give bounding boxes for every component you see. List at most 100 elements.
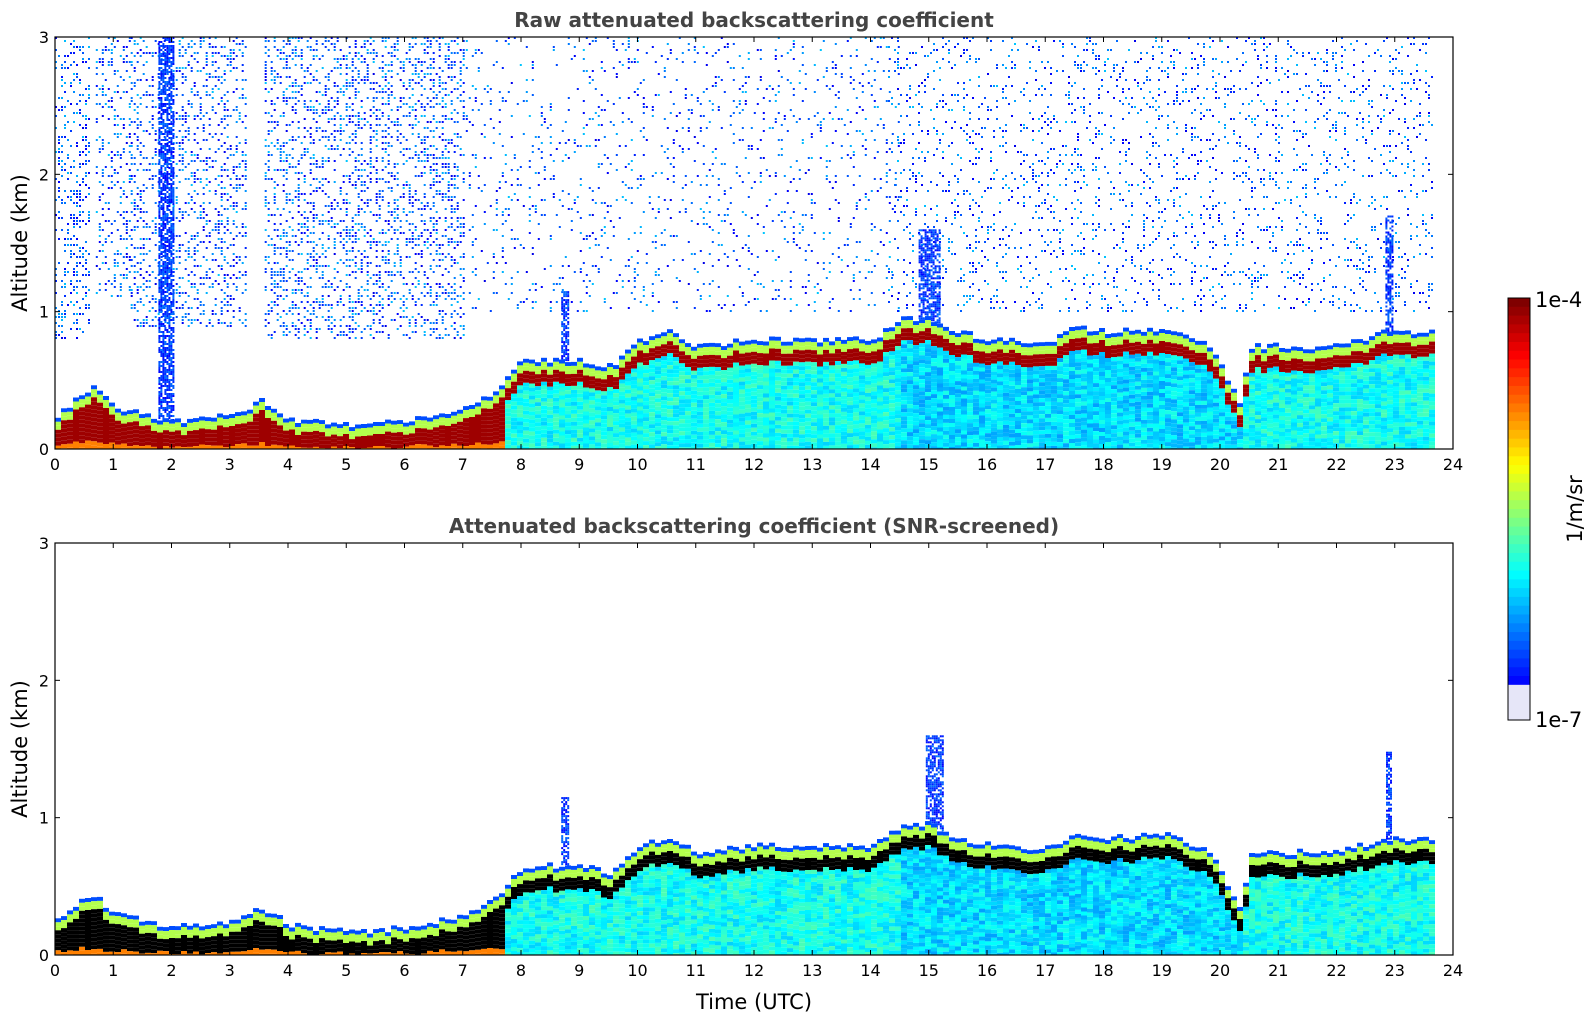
noise-cell-3944 bbox=[540, 151, 543, 153]
noise-cell-3057 bbox=[399, 274, 402, 276]
noise-cell-1764 bbox=[276, 295, 279, 297]
noise-cell-1989 bbox=[297, 289, 300, 291]
noise-cell-3675 bbox=[459, 67, 462, 69]
noise-cell-1628 bbox=[264, 112, 267, 114]
noise-cell-2354 bbox=[333, 319, 336, 321]
noise-cell-4840 bbox=[858, 298, 861, 300]
noise-cell-4575 bbox=[765, 250, 768, 252]
noise-cell-133 bbox=[70, 199, 72, 201]
noise-cell-4885 bbox=[873, 304, 876, 306]
noise-cell-4145 bbox=[615, 76, 618, 78]
noise-cell-2434 bbox=[342, 331, 345, 333]
noise-cell-3009 bbox=[396, 58, 399, 60]
noise-cell-2303 bbox=[330, 97, 333, 99]
noise-cell-2743 bbox=[369, 298, 372, 300]
noise-cell-3290 bbox=[423, 208, 426, 210]
noise-cell-2227 bbox=[321, 253, 324, 255]
noise-cell-2713 bbox=[369, 37, 372, 39]
noise-cell-3244 bbox=[420, 115, 423, 117]
noise-cell-3251 bbox=[420, 202, 423, 204]
noise-cell-3232 bbox=[417, 283, 420, 285]
noise-cell-2790 bbox=[375, 157, 378, 159]
noise-cell-2115 bbox=[309, 325, 312, 327]
noise-cell-3426 bbox=[435, 238, 438, 240]
noise-cell-321 bbox=[88, 304, 90, 306]
noise-cell-1645 bbox=[264, 271, 267, 273]
noise-cell-627 bbox=[133, 304, 136, 306]
noise-cell-1198 bbox=[199, 181, 202, 183]
noise-cell-4672 bbox=[801, 52, 804, 54]
noise-cell-4733 bbox=[822, 268, 825, 270]
noise-cell-3672 bbox=[456, 334, 459, 336]
noise-cell-4342 bbox=[684, 211, 687, 213]
noise-cell-3836 bbox=[501, 211, 504, 213]
noise-cell-108 bbox=[67, 154, 69, 156]
noise-cell-3311 bbox=[426, 97, 429, 99]
noise-cell-4586 bbox=[771, 280, 774, 282]
noise-cell-2894 bbox=[384, 142, 387, 144]
noise-cell-3669 bbox=[456, 301, 459, 303]
noise-cell-1511 bbox=[235, 43, 238, 45]
noise-cell-1207 bbox=[199, 301, 202, 303]
noise-cell-4945 bbox=[897, 307, 900, 309]
noise-cell-3187 bbox=[414, 124, 417, 126]
noise-cell-3930 bbox=[534, 283, 537, 285]
noise-cell-1743 bbox=[276, 49, 279, 51]
noise-cell-3154 bbox=[411, 109, 414, 111]
noise-cell-525 bbox=[125, 55, 128, 57]
noise-cell-3827 bbox=[498, 133, 501, 135]
noise-cell-2725 bbox=[369, 148, 372, 150]
noise-cell-532 bbox=[125, 196, 128, 198]
noise-cell-1980 bbox=[297, 211, 300, 213]
noise-cell-802 bbox=[154, 244, 157, 246]
noise-cell-799 bbox=[154, 226, 157, 228]
noise-cell-1732 bbox=[273, 253, 276, 255]
noise-cell-1863 bbox=[285, 256, 288, 258]
noise-cell-4161 bbox=[621, 181, 624, 183]
noise-cell-1637 bbox=[264, 199, 267, 201]
noise-cell-360 bbox=[101, 49, 104, 51]
noise-cell-4933 bbox=[894, 172, 897, 174]
noise-cell-3768 bbox=[474, 157, 477, 159]
noise-cell-2141 bbox=[312, 232, 315, 234]
noise-cell-3294 bbox=[423, 241, 426, 243]
noise-cell-1523 bbox=[235, 166, 238, 168]
noise-cell-3252 bbox=[420, 208, 423, 210]
noise-cell-85 bbox=[64, 136, 66, 138]
noise-cell-4921 bbox=[888, 91, 891, 93]
noise-cell-1964 bbox=[297, 91, 300, 93]
noise-cell-4043 bbox=[582, 112, 585, 114]
noise-cell-4861 bbox=[867, 259, 870, 261]
noise-cell-179 bbox=[76, 76, 78, 78]
noise-cell-4098 bbox=[597, 244, 600, 246]
noise-cell-3308 bbox=[426, 52, 429, 54]
noise-cell-3802 bbox=[489, 157, 492, 159]
noise-cell-4974 bbox=[897, 58, 899, 60]
noise-cell-1720 bbox=[273, 181, 276, 183]
noise-cell-1092 bbox=[187, 250, 190, 252]
noise-cell-1425 bbox=[223, 292, 226, 294]
noise-cell-1008 bbox=[178, 247, 181, 249]
noise-cell-2682 bbox=[363, 328, 366, 330]
noise-cell-879 bbox=[163, 307, 166, 309]
noise-cell-4381 bbox=[699, 208, 702, 210]
noise-cell-1968 bbox=[297, 136, 300, 138]
noise-cell-1320 bbox=[214, 112, 217, 114]
noise-cell-2120 bbox=[312, 58, 315, 60]
noise-cell-1140 bbox=[193, 160, 196, 162]
noise-cell-1032 bbox=[181, 142, 184, 144]
noise-cell-1133 bbox=[193, 85, 196, 87]
noise-cell-2040 bbox=[303, 193, 306, 195]
noise-cell-2599 bbox=[357, 127, 360, 129]
noise-cell-20 bbox=[55, 334, 57, 336]
noise-cell-2028 bbox=[303, 100, 306, 102]
noise-cell-1007 bbox=[178, 244, 181, 246]
noise-cell-2686 bbox=[366, 64, 369, 66]
noise-cell-4445 bbox=[720, 79, 723, 81]
noise-cell-1937 bbox=[294, 82, 297, 84]
noise-cell-3759 bbox=[471, 256, 474, 258]
noise-cell-2071 bbox=[306, 241, 309, 243]
noise-cell-1785 bbox=[279, 238, 282, 240]
noise-cell-1160 bbox=[196, 52, 199, 54]
noise-cell-2079 bbox=[306, 301, 309, 303]
